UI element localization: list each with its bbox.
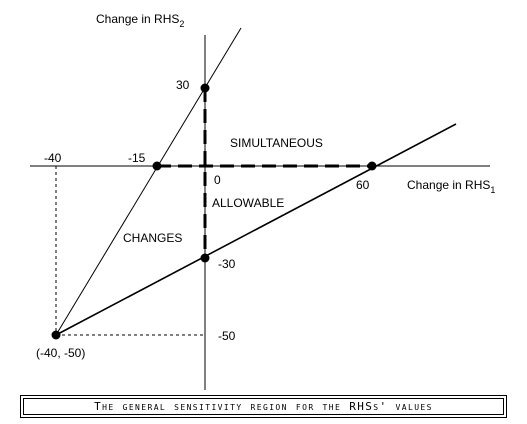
tick-label-y-neg30: -30 [218,257,236,271]
tick-label-x-neg40: -40 [44,151,62,165]
boundary-line-steep [55,27,242,336]
region-label-simultaneous: SIMULTANEOUS [230,136,323,150]
tick-label-origin: 0 [214,173,221,187]
region-label-allowable: ALLOWABLE [212,196,284,210]
point-x-60 [367,161,377,171]
y-axis-title: Change in RHS2 [96,12,184,29]
region-label-changes: CHANGES [123,231,182,245]
tick-label-y-30: 30 [176,78,190,92]
tick-label-y-neg50: -50 [218,329,236,343]
caption-text: The general sensitivity region for the R… [94,400,433,413]
point-x-neg15 [152,161,162,171]
x-axis-title: Change in RHS1 [407,178,495,195]
caption-box: The general sensitivity region for the R… [20,395,507,418]
point-y-30 [200,83,210,93]
boundary-line-shallow [55,123,457,336]
point-corner [51,330,61,340]
corner-point-label: (-40, -50) [36,346,85,360]
tick-label-x-60: 60 [356,178,370,192]
tick-label-x-neg15: -15 [128,151,146,165]
point-y-neg30 [200,253,210,263]
